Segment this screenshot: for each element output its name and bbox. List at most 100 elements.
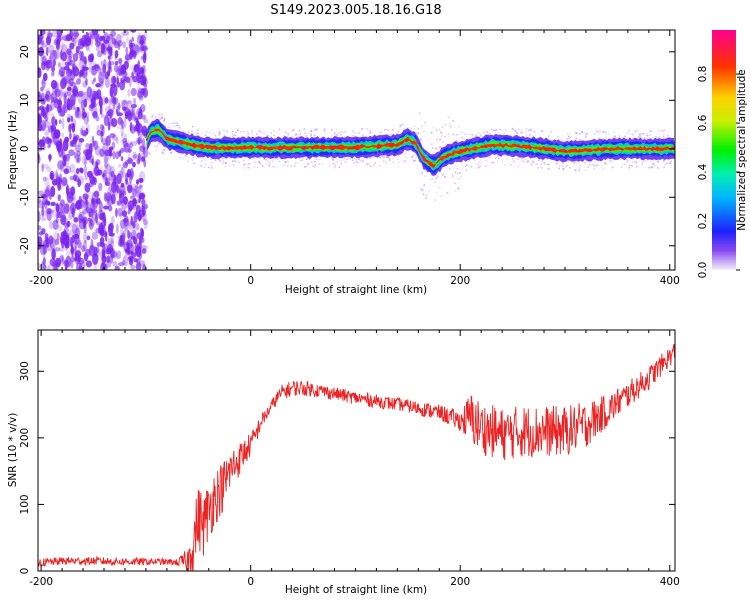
spectrogram-halo-point [610, 160, 613, 162]
spectrogram-noise-blob [120, 119, 124, 127]
spectrogram-halo-point [298, 135, 301, 138]
spectrogram-halo-point [290, 165, 292, 167]
spectrogram-halo-point [439, 138, 441, 141]
spectrogram-halo-point [641, 163, 644, 165]
spectrogram-noise-blob [85, 154, 90, 161]
spectrogram-halo-point [533, 131, 536, 133]
spectrogram-noise-blob [124, 172, 129, 183]
spectrogram-halo-point [511, 158, 514, 160]
spectrogram-halo-point [414, 159, 416, 162]
spectrogram-halo-point [605, 163, 607, 165]
spectrogram-noise-blob [69, 246, 77, 257]
spectrogram-noise-blob [100, 225, 106, 236]
spectrogram-noise-blob [65, 202, 70, 215]
spectrogram-noise-blob [98, 95, 102, 106]
spectrogram-halo-point [152, 114, 154, 117]
spectrogram-halo-point [517, 165, 519, 167]
spectrogram-noise-blob [68, 212, 73, 220]
spectrogram-noise-blob [59, 234, 65, 245]
spectrogram-noise-blob [58, 247, 65, 252]
spectrogram-noise-blob [41, 163, 44, 173]
spectrogram-halo-point [440, 195, 443, 197]
spectrogram-halo-point [258, 130, 261, 132]
spectrogram-halo-point [260, 136, 262, 138]
spectrogram-peak [624, 147, 636, 151]
spectrogram-halo-point [274, 137, 276, 140]
spectrogram-noise-blob [118, 150, 122, 158]
spectrogram-halo-point [558, 167, 560, 170]
spectrogram-halo-point [505, 129, 507, 131]
spectrogram-peak [177, 141, 189, 145]
spectrogram-noise-blob [55, 203, 60, 213]
spectrogram-noise-blob [40, 86, 44, 92]
spectrogram-noise-blob [76, 224, 80, 237]
spectrogram-halo-point [287, 165, 289, 167]
spectrogram-halo-point [187, 131, 190, 134]
spectrogram-noise-blob [76, 262, 79, 270]
spectrogram-noise-blob [138, 177, 144, 183]
spectrogram-peak [218, 146, 227, 150]
spectrogram-noise-blob [75, 45, 80, 54]
spectrogram-halo-point [574, 131, 577, 134]
spectrogram-noise-blob [120, 32, 125, 39]
spectrogram-noise-blob [106, 243, 113, 253]
spectrogram-halo-point [578, 169, 580, 172]
spectrogram-noise-blob [40, 261, 45, 270]
spectrogram-halo-point [334, 165, 337, 167]
spectrogram-noise-blob [95, 115, 100, 122]
spectrogram-noise-blob [95, 227, 102, 234]
spectrogram-halo-point [407, 150, 409, 153]
spectrogram-noise-blob [108, 98, 111, 110]
spectrogram-noise-blob [62, 35, 70, 42]
spectrogram-noise-blob [103, 217, 107, 227]
spectrogram-halo-point [194, 133, 197, 135]
spectrogram-peak [371, 144, 378, 148]
spectrogram-halo-point [543, 161, 546, 164]
spectrogram-halo-point [366, 128, 369, 130]
spectrogram-halo-point [430, 132, 433, 134]
spectrogram-halo-point [436, 129, 438, 132]
spectrogram-halo-point [419, 138, 422, 140]
spectrogram-halo-point [273, 130, 275, 132]
spectrogram-halo-point [419, 139, 422, 142]
spectrogram-halo-point [404, 156, 407, 158]
spectrogram-halo-point [300, 159, 302, 162]
spectrogram-noise-blob [77, 199, 85, 210]
spectrogram-halo-point [598, 130, 600, 133]
spectrogram-halo-point [532, 160, 534, 163]
spectrogram-halo-point [497, 155, 499, 158]
spectrogram-noise-blob [91, 231, 99, 240]
spectrogram-halo-point [477, 132, 480, 135]
spectrogram-halo-point [411, 150, 414, 153]
spectrogram-noise-blob [54, 262, 58, 270]
spectrogram-halo-point [272, 166, 275, 168]
spectrogram-halo-point [567, 137, 569, 140]
spectrogram-halo-point [352, 134, 355, 137]
spectrogram-halo-point [250, 158, 252, 160]
spectrogram-halo-point [613, 135, 616, 138]
spectrogram-noise-blob [59, 199, 65, 207]
spectrogram-halo-point [666, 162, 668, 165]
spectrogram-noise-blob [71, 195, 77, 201]
spectrogram-halo-point [333, 166, 336, 169]
spectrogram-halo-point [386, 128, 388, 131]
spectrogram-noise-blob [137, 109, 143, 120]
spectrogram-halo-point [164, 118, 166, 120]
spectrogram-noise-blob [109, 108, 115, 114]
spectrogram-halo-point [434, 199, 436, 201]
spectrogram-noise-blob [111, 141, 116, 149]
spectrogram-noise-blob [128, 50, 134, 60]
spectrogram-noise-blob [136, 79, 142, 86]
spectrogram-halo-point [406, 127, 408, 129]
spectrogram-halo-point [468, 159, 471, 162]
spectrogram-noise-blob [62, 222, 68, 227]
spectrogram-noise-blob [77, 93, 83, 105]
spectrogram-noise-blob [72, 174, 77, 181]
spectrogram-noise-blob [61, 132, 65, 138]
spectrogram-halo-point [210, 158, 212, 161]
spectrogram-halo-point [369, 156, 372, 159]
spectrogram-noise-blob [93, 140, 99, 149]
spectrogram-noise-blob [103, 149, 109, 157]
spectrogram-halo-point [512, 160, 515, 163]
spectrogram-noise-blob [64, 61, 70, 66]
